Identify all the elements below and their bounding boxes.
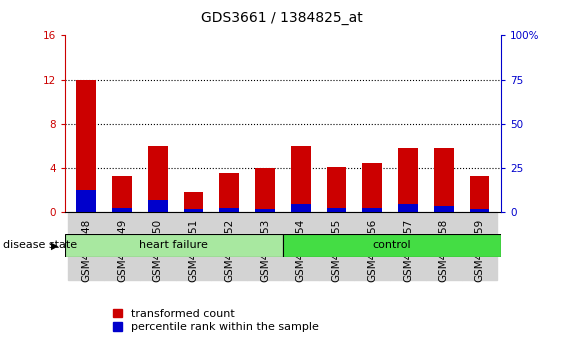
Bar: [68, 212, 104, 280]
Bar: [470, 176, 489, 212]
Bar: [363, 162, 382, 212]
Bar: [247, 212, 283, 280]
Bar: [65, 234, 283, 257]
Bar: [470, 209, 489, 212]
Legend: transformed count, percentile rank within the sample: transformed count, percentile rank withi…: [108, 304, 323, 337]
Bar: [140, 212, 176, 280]
Bar: [148, 200, 168, 212]
Bar: [291, 146, 311, 212]
Bar: [434, 148, 454, 212]
Bar: [327, 208, 346, 212]
Bar: [112, 176, 132, 212]
Text: ▶: ▶: [51, 240, 59, 250]
Bar: [148, 146, 168, 212]
Bar: [398, 204, 418, 212]
Text: disease state: disease state: [3, 240, 77, 250]
Bar: [426, 212, 462, 280]
Bar: [211, 212, 247, 280]
Text: heart failure: heart failure: [140, 240, 208, 250]
Bar: [112, 208, 132, 212]
Bar: [398, 148, 418, 212]
Bar: [176, 212, 211, 280]
Bar: [184, 193, 203, 212]
Bar: [255, 209, 275, 212]
Bar: [220, 208, 239, 212]
Bar: [434, 206, 454, 212]
Bar: [283, 234, 501, 257]
Bar: [283, 212, 319, 280]
Bar: [255, 168, 275, 212]
Bar: [327, 167, 346, 212]
Bar: [390, 212, 426, 280]
Text: GDS3661 / 1384825_at: GDS3661 / 1384825_at: [200, 11, 363, 25]
Bar: [220, 172, 239, 212]
Bar: [319, 212, 355, 280]
Bar: [462, 212, 498, 280]
Bar: [355, 212, 390, 280]
Bar: [77, 80, 96, 212]
Text: control: control: [373, 240, 412, 250]
Bar: [363, 208, 382, 212]
Bar: [104, 212, 140, 280]
Bar: [184, 209, 203, 212]
Bar: [77, 190, 96, 212]
Bar: [291, 204, 311, 212]
